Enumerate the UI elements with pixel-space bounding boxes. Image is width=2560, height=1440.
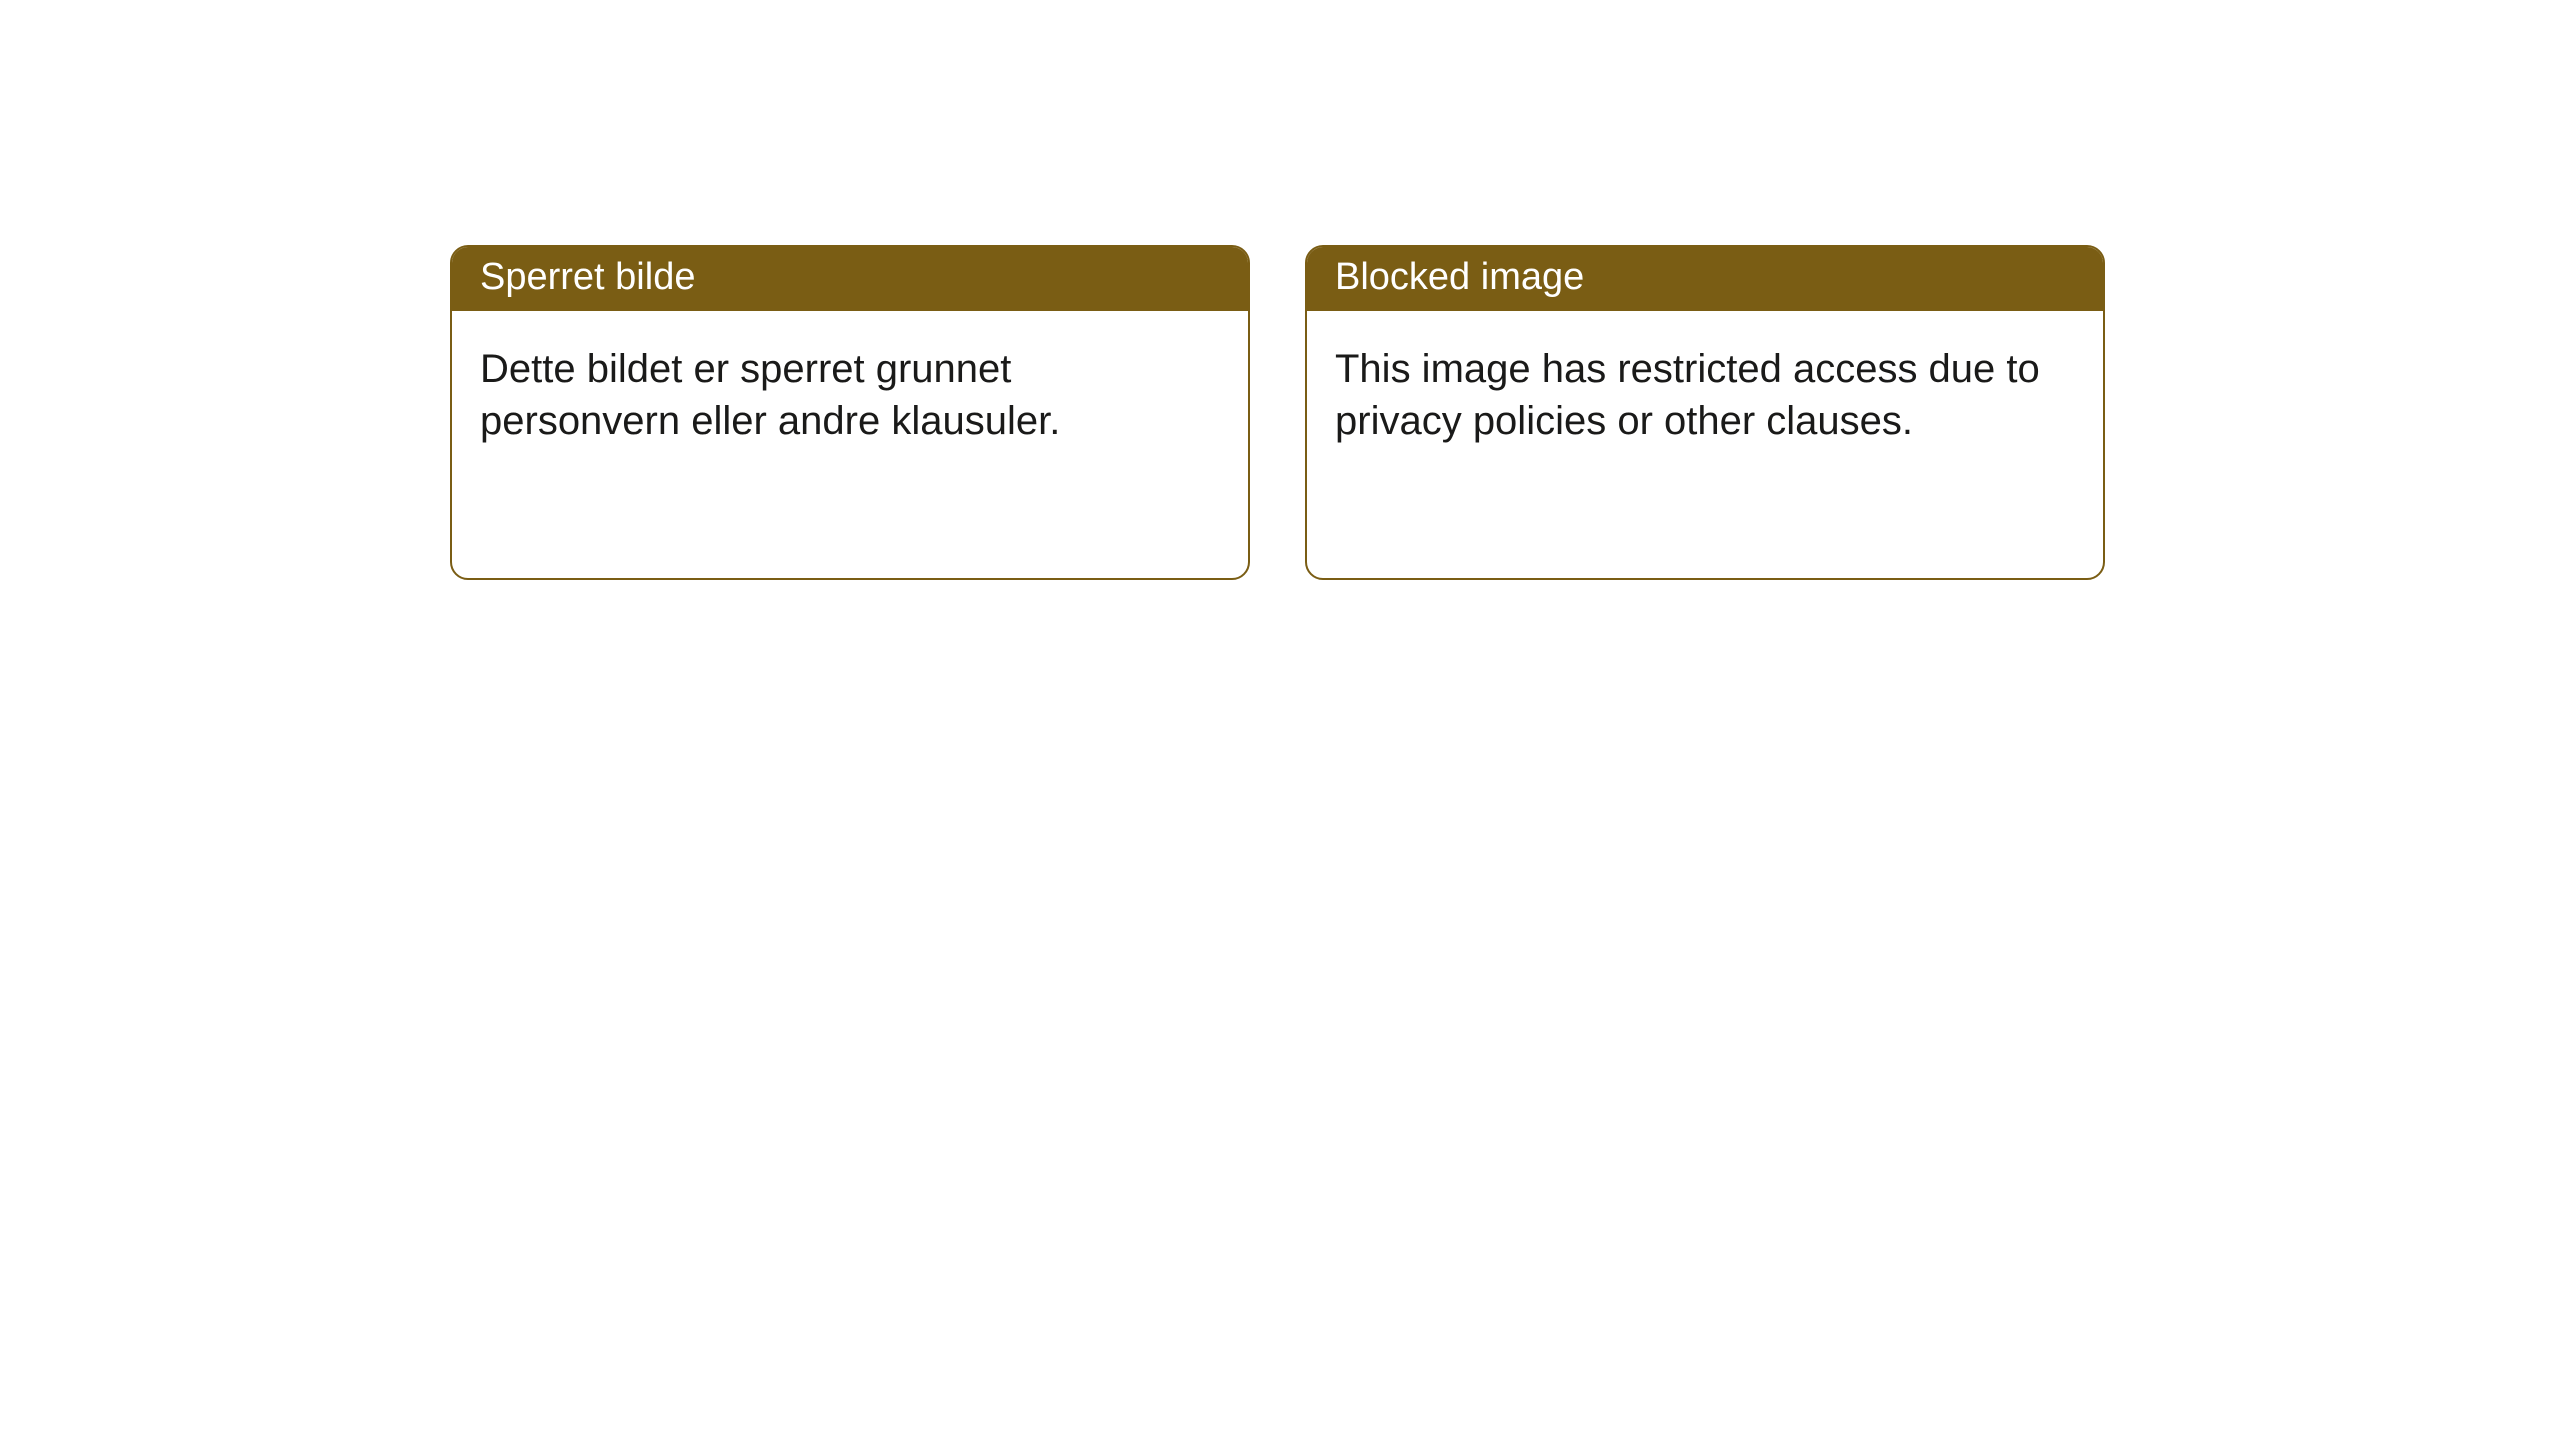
card-title-no: Sperret bilde [452,247,1248,311]
card-body-no: Dette bildet er sperret grunnet personve… [452,311,1248,578]
blocked-image-card-no: Sperret bilde Dette bildet er sperret gr… [450,245,1250,580]
card-body-en: This image has restricted access due to … [1307,311,2103,578]
blocked-image-card-en: Blocked image This image has restricted … [1305,245,2105,580]
blocked-image-notices: Sperret bilde Dette bildet er sperret gr… [450,245,2105,580]
card-title-en: Blocked image [1307,247,2103,311]
